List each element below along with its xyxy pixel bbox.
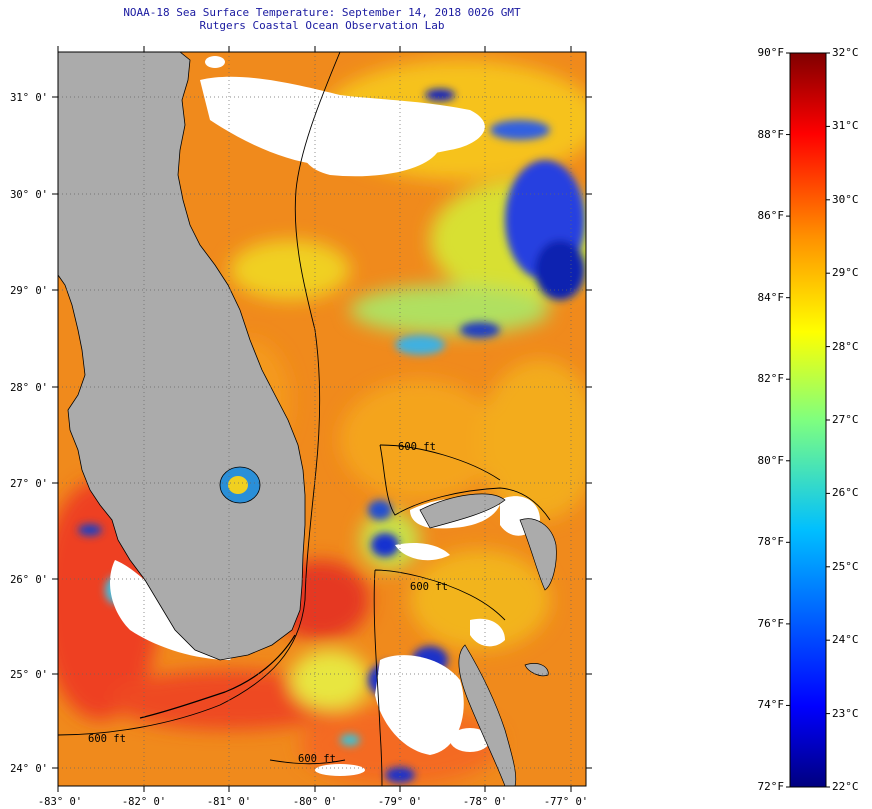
lat-label: 28° 0' [10,382,48,394]
colorbar-f-label: 86°F [757,209,785,223]
lat-label: 26° 0' [10,574,48,586]
colorbar-c-label: 24°C [832,633,859,647]
florida-land [58,52,306,661]
colorbar-f-label: 82°F [757,372,785,386]
lat-label: 30° 0' [10,189,48,201]
contour-label: 600 ft [398,441,436,453]
lon-label: -77° 0' [544,796,588,808]
colorbar-c-label: 25°C [832,559,859,573]
tick-marks [52,46,592,792]
colorbar-f-label: 72°F [757,780,785,793]
colorbar-c-label: 32°C [832,46,859,59]
lat-label: 27° 0' [10,478,48,490]
lon-label: -78° 0' [463,796,507,808]
longitude-labels: -83° 0' -82° 0' -81° 0' -80° 0' -79° 0' … [38,796,588,808]
florida-keys [139,634,296,719]
colorbar-c-label: 28°C [832,339,859,353]
colorbar-f-label: 88°F [757,127,785,141]
colorbar-c-label: 26°C [832,486,859,500]
colorbar [789,52,827,788]
colorbar-f-label: 76°F [757,616,785,630]
colorbar-c-label: 22°C [832,780,859,793]
lon-label: -81° 0' [207,796,251,808]
chart-title: NOAA-18 Sea Surface Temperature: Septemb… [123,6,521,19]
colorbar-f-label: 78°F [757,535,785,549]
map-frame [57,51,587,787]
bahamas-land [419,493,557,786]
colorbar-c-label: 30°C [832,192,859,206]
graticule [58,52,586,786]
contour-label: 600 ft [410,581,448,593]
lon-label: -80° 0' [293,796,337,808]
colorbar-c-label: 27°C [832,413,859,426]
colorbar-c-label: 23°C [832,706,859,720]
colorbar-f-label: 80°F [757,453,785,467]
lat-label: 29° 0' [10,285,48,297]
colorbar-c-label: 31°C [832,119,859,133]
colorbar-f-label: 84°F [757,290,785,304]
map-area: 600 ft 600 ft 600 ft 600 ft [58,52,586,786]
lat-label: 31° 0' [10,92,48,104]
cold-patches [78,89,585,783]
lon-label: -83° 0' [38,796,82,808]
colorbar-f-label: 90°F [757,46,785,59]
contour-label: 600 ft [88,733,126,745]
lat-label: 25° 0' [10,669,48,681]
latitude-labels: 31° 0' 30° 0' 29° 0' 28° 0' 27° 0' 26° 0… [10,92,48,775]
chart-subtitle: Rutgers Coastal Ocean Observation Lab [199,19,445,32]
colorbar-c-label: 29°C [832,266,859,280]
colorbar-f-label: 74°F [757,698,785,712]
lat-label: 24° 0' [10,763,48,775]
lon-label: -82° 0' [122,796,166,808]
contour-label: 600 ft [298,753,336,765]
lon-label: -79° 0' [378,796,422,808]
colorbar-ticks [786,52,830,788]
depth-contours [58,52,551,786]
